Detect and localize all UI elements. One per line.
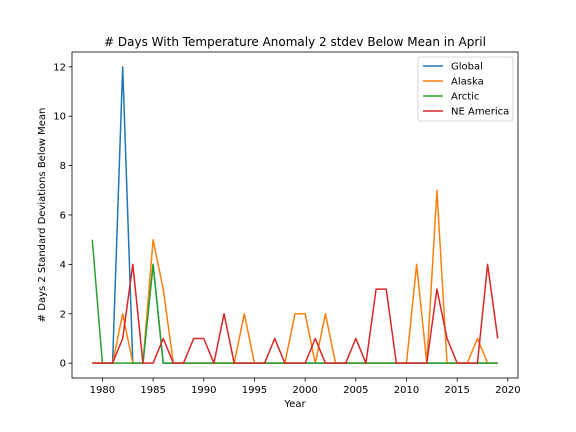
x-tick-label: 2015 bbox=[444, 385, 469, 396]
y-tick-label: 0 bbox=[60, 359, 66, 370]
x-tick-label: 2000 bbox=[292, 385, 317, 396]
y-tick-label: 12 bbox=[53, 62, 66, 73]
plot-frame bbox=[71, 51, 519, 379]
y-tick-label: 10 bbox=[53, 112, 66, 123]
x-axis: 1980 1985 1990 1995 2000 2005 2010 2015 2020 bbox=[90, 378, 521, 396]
x-axis-label: Year bbox=[283, 399, 306, 410]
legend-label-arctic: Arctic bbox=[451, 92, 479, 103]
legend-box bbox=[417, 56, 514, 122]
legend-label-ne-america: NE America bbox=[451, 107, 509, 118]
series-line-ne-america bbox=[92, 263, 499, 364]
x-tick-label: 2020 bbox=[495, 385, 520, 396]
x-tick-label: 2005 bbox=[343, 385, 368, 396]
x-tick-label: 1990 bbox=[191, 385, 216, 396]
legend: Global Alaska Arctic NE America bbox=[417, 56, 514, 122]
y-tick-label: 8 bbox=[60, 161, 66, 172]
legend-label-global: Global bbox=[451, 62, 483, 73]
y-axis-label: # Days 2 Standard Deviations Below Mean bbox=[37, 108, 48, 323]
series-lines bbox=[91, 66, 499, 364]
series-line-alaska bbox=[92, 189, 498, 364]
legend-label-alaska: Alaska bbox=[451, 77, 484, 88]
x-tick-label: 2010 bbox=[394, 385, 419, 396]
x-tick-label: 1985 bbox=[140, 385, 165, 396]
y-axis: 0 2 4 6 8 10 12 bbox=[53, 62, 72, 370]
y-tick-label: 4 bbox=[60, 260, 66, 271]
x-tick-label: 1980 bbox=[90, 385, 115, 396]
y-tick-label: 2 bbox=[60, 309, 66, 320]
chart-title: # Days With Temperature Anomaly 2 stdev … bbox=[104, 35, 486, 49]
x-tick-label: 1995 bbox=[242, 385, 267, 396]
y-tick-label: 6 bbox=[60, 211, 66, 222]
